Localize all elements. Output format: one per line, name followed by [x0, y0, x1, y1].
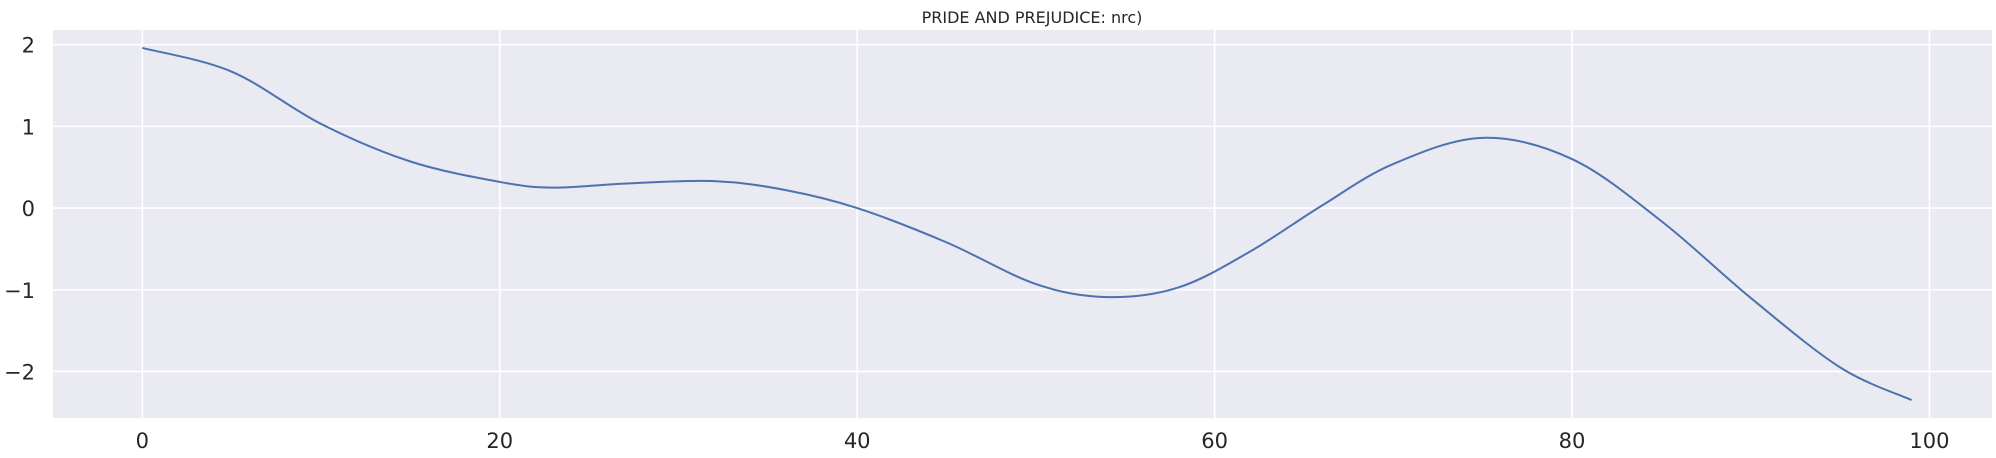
tick-labels: 0 20 40 60 80 100 2 1 0 −1 −2	[4, 34, 1949, 453]
y-tick-label: 1	[22, 115, 35, 139]
y-tick-label: −1	[4, 279, 35, 303]
series-layer	[142, 47, 1912, 401]
x-tick-label: 20	[486, 429, 513, 453]
chart-title: PRIDE AND PREJUDICE: nrc)	[922, 8, 1143, 27]
x-tick-label: 100	[1909, 429, 1949, 453]
x-tick-label: 80	[1559, 429, 1586, 453]
y-tick-label: −2	[4, 360, 35, 384]
y-tick-label: 0	[22, 197, 35, 221]
y-tick-label: 2	[22, 34, 35, 58]
grid-lines	[53, 30, 1992, 418]
plot-background	[53, 30, 1992, 418]
x-tick-label: 60	[1201, 429, 1228, 453]
x-tick-label: 40	[844, 429, 871, 453]
x-tick-label: 0	[136, 429, 149, 453]
series-line	[142, 47, 1912, 401]
